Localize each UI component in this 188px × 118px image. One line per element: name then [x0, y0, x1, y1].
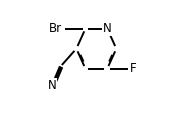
- Text: N: N: [48, 79, 57, 92]
- Text: N: N: [103, 22, 112, 35]
- Text: Br: Br: [49, 22, 62, 35]
- Text: F: F: [130, 62, 137, 75]
